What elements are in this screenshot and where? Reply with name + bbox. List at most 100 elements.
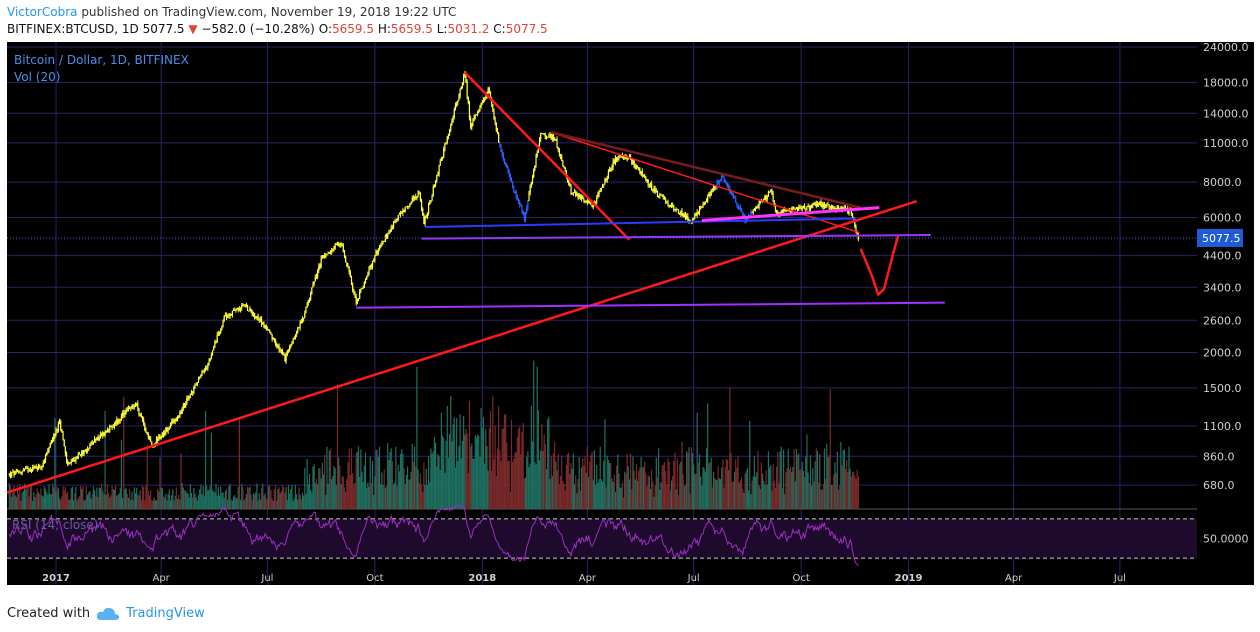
candle-body (127, 407, 130, 410)
candle-body (357, 298, 360, 300)
candle-body (82, 450, 84, 454)
volume-bar (338, 457, 340, 509)
volume-bar (297, 499, 299, 509)
candle-body (32, 467, 34, 471)
volume-bar (256, 483, 258, 509)
candle-body (50, 439, 52, 444)
candle-body (336, 244, 339, 246)
volume-bar (311, 492, 313, 509)
candle-body (206, 368, 208, 369)
candle-body (303, 317, 305, 319)
volume-bar (799, 469, 801, 509)
volume-bar (842, 449, 844, 509)
candle-body (492, 104, 494, 111)
volume-bar (541, 423, 543, 509)
volume-bar (711, 487, 713, 509)
volume-bar (208, 489, 210, 509)
candle-body (294, 334, 297, 339)
volume-bar (307, 484, 309, 509)
volume-bar (684, 484, 687, 509)
volume-bar (112, 489, 114, 509)
volume-bar (805, 456, 807, 509)
candle-body (217, 333, 219, 335)
volume-bar (217, 486, 219, 509)
candle-body (855, 226, 857, 232)
volume-bar (802, 470, 805, 509)
candle-body (403, 209, 405, 212)
candle-body (503, 159, 506, 165)
candle-body (730, 191, 732, 193)
volume-bar (600, 479, 603, 509)
volume-bar (110, 495, 112, 509)
candle-body (509, 174, 511, 181)
volume-bar (771, 490, 773, 509)
volume-bar (486, 446, 488, 509)
candle-body (406, 205, 409, 207)
candle-body (688, 220, 690, 221)
volume-bar (682, 474, 684, 509)
volume-bar (322, 474, 325, 509)
volume-bar (319, 468, 321, 509)
candle-body (579, 194, 581, 199)
candle-body (51, 439, 54, 441)
volume-bar (37, 492, 40, 509)
volume-bar (168, 489, 170, 509)
candle-body (338, 243, 340, 246)
candle-body (447, 134, 450, 137)
publish-info: VictorCobra published on TradingView.com… (7, 5, 456, 19)
candle-body (501, 149, 503, 155)
created-with-text: Created with (7, 606, 91, 621)
volume-bar (450, 395, 452, 509)
candle-body (95, 438, 97, 441)
volume-bar (591, 451, 593, 509)
volume-bar (590, 455, 592, 509)
volume-bar (679, 464, 681, 509)
volume-bar (472, 458, 474, 509)
volume-bar (449, 434, 451, 509)
candle-body (159, 435, 161, 439)
volume-bar (651, 469, 653, 509)
candle-body (590, 202, 592, 206)
volume-bar (813, 481, 815, 509)
footer: Created with TradingView (7, 606, 205, 621)
volume-bar (740, 477, 743, 509)
candle-body (13, 471, 15, 475)
author-link[interactable]: VictorCobra (7, 5, 78, 19)
candle-body (387, 234, 389, 238)
volume-bar (62, 486, 64, 509)
candle-body (200, 375, 202, 378)
volume-bar (801, 462, 803, 509)
volume-bar (289, 493, 291, 509)
volume-bar (335, 485, 337, 509)
volume-bar (58, 498, 61, 509)
volume-bar (485, 429, 487, 509)
candle-body (510, 180, 513, 183)
volume-bar (271, 497, 273, 509)
candle-body (85, 450, 88, 452)
candle-body (603, 184, 605, 186)
volume-bar (63, 490, 65, 509)
volume-bar (368, 486, 370, 509)
purple-line (421, 234, 931, 240)
volume-bar (348, 448, 350, 509)
candle-body (139, 413, 141, 415)
volume-bar (427, 456, 430, 509)
candle-body (298, 327, 300, 329)
price-chart[interactable]: 24000.0 18000.0 14000.0 11000.0 8000.0 6000.0… (0, 41, 1260, 601)
volume-bar (11, 496, 13, 509)
volume-bar (751, 480, 753, 509)
volume-bar (148, 495, 151, 509)
volume-bar (181, 483, 183, 509)
volume-bar (828, 455, 830, 509)
candle-body (325, 255, 327, 258)
volume-bar (84, 499, 86, 509)
candle-body (639, 170, 641, 174)
volume-bar (213, 491, 215, 509)
candle-body (507, 167, 509, 172)
volume-bar (767, 451, 770, 509)
tradingview-link[interactable]: TradingView (126, 606, 205, 621)
volume-bar (790, 466, 792, 509)
candle-body (798, 207, 800, 211)
candle-body (753, 208, 755, 211)
volume-bar (792, 466, 794, 509)
